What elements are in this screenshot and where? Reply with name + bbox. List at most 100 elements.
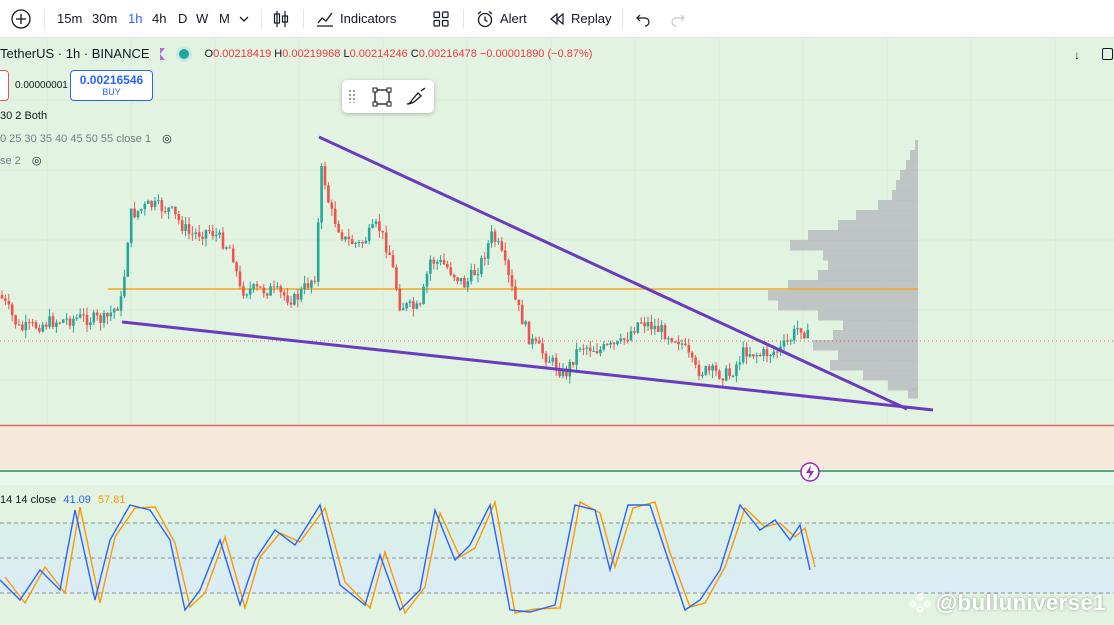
interval-15m[interactable]: 15m — [57, 0, 82, 37]
candle-body-112 — [381, 230, 385, 233]
candle-body-136 — [463, 277, 466, 288]
candle-body-99 — [337, 223, 340, 233]
eye-hidden-icon[interactable]: ◎ — [162, 133, 172, 145]
collapse-arrow-icon[interactable]: ↓ — [1074, 48, 1080, 62]
buy-price: 0.00216546 — [79, 73, 144, 87]
interval-30m[interactable]: 30m — [92, 0, 117, 37]
candle-body-207 — [704, 366, 708, 375]
indicators-label: Indicators — [340, 11, 397, 26]
volume-profile-bar-10 — [790, 240, 918, 251]
indicator-label-3[interactable]: se 2 ◎ — [0, 155, 42, 167]
volume-profile-bar-9 — [808, 230, 918, 241]
undo-button[interactable] — [634, 0, 652, 37]
interval-dropdown[interactable] — [238, 0, 250, 37]
interval-m[interactable]: M — [219, 0, 230, 37]
eye-hidden-icon[interactable]: ◎ — [31, 155, 42, 167]
candle-body-176 — [599, 349, 602, 354]
alert-button[interactable]: Alert — [475, 0, 527, 37]
candle-body-236 — [803, 332, 806, 339]
rectangle-select-icon[interactable] — [371, 86, 393, 108]
candle-body-127 — [432, 259, 436, 264]
candle-body-67 — [228, 247, 232, 249]
candle-body-140 — [476, 274, 480, 276]
candle-body-40 — [136, 210, 140, 218]
buy-button[interactable]: 0.00216546 BUY — [70, 70, 153, 101]
candle-body-30 — [102, 313, 106, 323]
market-status-icon[interactable] — [178, 48, 189, 59]
candle-body-228 — [775, 351, 779, 353]
indicator-label-1[interactable]: 30 2 Both — [0, 110, 48, 122]
binance-logo-icon — [908, 592, 931, 614]
candle-body-173 — [588, 347, 592, 352]
candle-body-217 — [738, 362, 742, 365]
volume-profile-bar-17 — [818, 310, 918, 321]
candle-body-63 — [214, 234, 218, 237]
interval-w[interactable]: W — [196, 0, 208, 37]
candle-body-58 — [197, 232, 201, 237]
candle-body-104 — [354, 243, 357, 245]
candle-body-73 — [248, 288, 252, 295]
candle-body-117 — [398, 288, 402, 311]
replay-label: Replay — [571, 11, 612, 26]
redo-icon — [671, 14, 685, 27]
candle-body-28 — [95, 312, 99, 316]
candle-body-91 — [310, 280, 313, 288]
add-symbol-button[interactable] — [10, 0, 32, 37]
candle-body-43 — [146, 200, 150, 204]
interval-4h[interactable]: 4h — [152, 0, 166, 37]
candle-body-151 — [514, 286, 517, 300]
sell-box[interactable] — [0, 70, 9, 101]
candle-body-180 — [612, 342, 616, 345]
chart-type-button[interactable] — [271, 0, 291, 37]
candle-body-70 — [238, 271, 242, 287]
stoch-legend[interactable]: 14 14 close 41.09 57.81 — [0, 494, 125, 506]
upper-trendline[interactable] — [318, 135, 908, 411]
candle-body-174 — [592, 351, 595, 353]
replay-button[interactable]: Replay — [548, 0, 611, 37]
lightning-marker[interactable] — [800, 462, 820, 482]
candle-body-203 — [690, 352, 694, 358]
templates-button[interactable] — [432, 0, 450, 37]
symbol-title[interactable]: TetherUS · 1h · BINANCE — [0, 46, 150, 61]
brush-icon[interactable] — [404, 86, 428, 108]
candle-body-120 — [408, 301, 412, 304]
volume-profile-bar-15 — [768, 290, 918, 301]
chart-canvas[interactable] — [0, 38, 1114, 625]
candle-body-1 — [4, 298, 7, 301]
volume-profile-bar-3 — [900, 170, 918, 181]
candle-body-196 — [667, 338, 670, 340]
candle-body-231 — [786, 340, 789, 342]
candle-body-111 — [378, 221, 381, 231]
candle-body-132 — [449, 267, 453, 275]
candle-body-131 — [446, 264, 449, 268]
watermark: @bulluniverse1 — [908, 590, 1106, 616]
indicators-button[interactable]: Indicators — [315, 0, 396, 37]
more-options-icon[interactable] — [1102, 48, 1113, 60]
candle-body-42 — [143, 203, 147, 210]
candle-body-69 — [235, 262, 238, 272]
candle-body-163 — [554, 357, 558, 370]
flag-icon[interactable] — [159, 47, 165, 60]
candle-body-9 — [31, 322, 34, 324]
candle-body-34 — [116, 308, 119, 311]
interval-d[interactable]: D — [178, 0, 187, 37]
candle-body-82 — [279, 286, 283, 293]
candle-body-179 — [609, 342, 612, 345]
candle-body-15 — [51, 316, 55, 327]
lower-trendline[interactable] — [121, 320, 934, 412]
candle-body-35 — [119, 296, 123, 311]
indicator-label-2[interactable]: 0 25 30 35 40 45 50 55 close 1 ◎ — [0, 133, 172, 145]
drag-handle-icon[interactable] — [348, 89, 356, 103]
candle-body-150 — [510, 275, 514, 287]
candle-body-232 — [789, 340, 793, 342]
candle-body-149 — [507, 260, 510, 276]
candle-body-189 — [643, 322, 646, 327]
redo-button[interactable] — [669, 0, 687, 37]
candle-body-144 — [490, 231, 493, 244]
candle-body-98 — [333, 208, 337, 224]
candle-body-216 — [735, 364, 738, 376]
candle-body-204 — [694, 357, 697, 365]
stoch-k-line — [0, 502, 811, 613]
interval-1h[interactable]: 1h — [128, 0, 142, 37]
candle-body-178 — [605, 344, 609, 346]
